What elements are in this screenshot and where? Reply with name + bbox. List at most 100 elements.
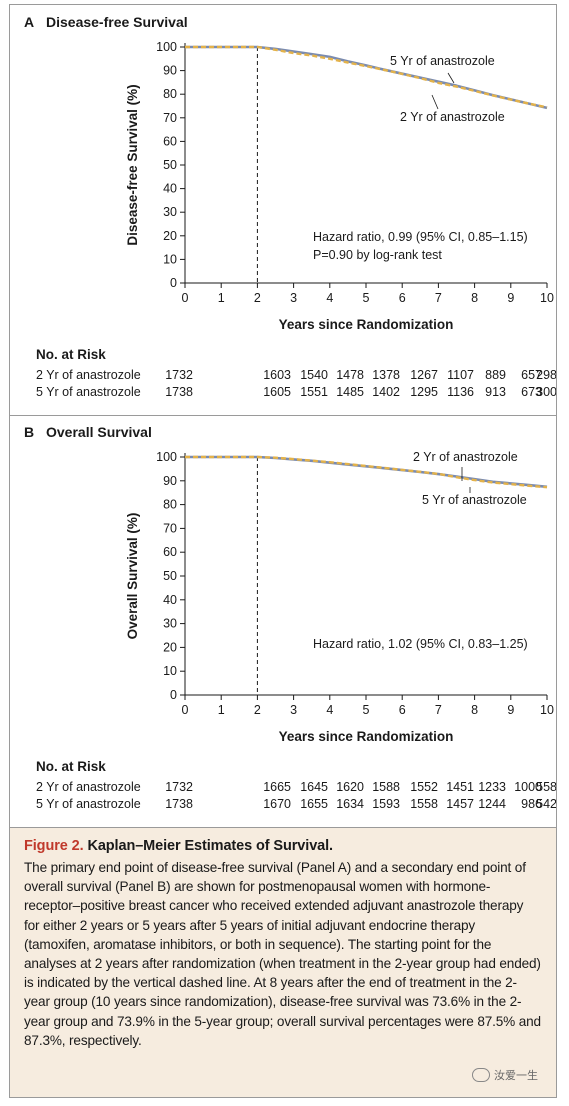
panel-b-chart: B Overall Survival01020304050607080901000…	[24, 424, 557, 811]
risk-row-label: 2 Yr of anastrozole	[36, 368, 141, 382]
risk-cell: 558	[536, 780, 556, 794]
risk-cell: 1000	[514, 780, 542, 794]
y-tick-label: 90	[163, 64, 177, 78]
caption-label: Figure 2.	[24, 838, 84, 854]
risk-row-label: 2 Yr of anastrozole	[36, 780, 141, 794]
x-tick-label: 1	[218, 291, 225, 305]
risk-cell: 1634	[336, 797, 364, 811]
risk-cell: 1295	[410, 385, 438, 399]
series-line-5yr	[185, 45, 548, 109]
x-tick-label: 6	[399, 703, 406, 717]
risk-row-label: 5 Yr of anastrozole	[36, 797, 141, 811]
x-tick-label: 6	[399, 291, 406, 305]
risk-cell: 1244	[478, 797, 506, 811]
x-tick-label: 5	[363, 291, 370, 305]
risk-cell: 1451	[446, 780, 474, 794]
risk-cell: 673	[521, 385, 542, 399]
x-tick-label: 4	[326, 291, 333, 305]
risk-cell: 1732	[165, 368, 193, 382]
x-axis-label: Years since Randomization	[279, 317, 454, 332]
y-tick-label: 80	[163, 87, 177, 101]
y-tick-label: 40	[163, 593, 177, 607]
series-label-5yr: 5 Yr of anastrozole	[390, 54, 495, 68]
x-tick-label: 9	[507, 291, 514, 305]
x-tick-label: 4	[326, 703, 333, 717]
panel-label: A	[24, 14, 34, 30]
risk-cell: 1670	[263, 797, 291, 811]
x-tick-label: 7	[435, 291, 442, 305]
watermark-text: 汝爱一生	[494, 1069, 538, 1082]
y-tick-label: 0	[170, 276, 177, 290]
risk-cell: 1655	[300, 797, 328, 811]
caption-title-text: Kaplan–Meier Estimates of Survival.	[87, 838, 333, 854]
risk-row-label: 5 Yr of anastrozole	[36, 385, 141, 399]
x-tick-label: 2	[254, 291, 261, 305]
y-tick-label: 50	[163, 569, 177, 583]
y-axis-label: Overall Survival (%)	[125, 513, 140, 640]
y-tick-label: 30	[163, 205, 177, 219]
x-tick-label: 0	[182, 703, 189, 717]
y-tick-label: 80	[163, 498, 177, 512]
risk-cell: 1457	[446, 797, 474, 811]
risk-cell: 1645	[300, 780, 328, 794]
watermark: 汝爱一生	[472, 1067, 538, 1083]
y-tick-label: 40	[163, 182, 177, 196]
risk-cell: 1732	[165, 780, 193, 794]
risk-table-heading: No. at Risk	[36, 347, 106, 362]
caption-body: The primary end point of disease-free su…	[24, 860, 541, 1048]
x-tick-label: 8	[471, 291, 478, 305]
y-tick-label: 30	[163, 617, 177, 631]
risk-table-heading: No. at Risk	[36, 759, 106, 774]
y-tick-label: 60	[163, 545, 177, 559]
panel-b: B Overall Survival 0 10 20 30 40 50 60 70 80 90 100 0…	[10, 415, 557, 827]
risk-cell: 1233	[478, 780, 506, 794]
risk-cell: 986	[521, 797, 542, 811]
y-tick-label: 10	[163, 664, 177, 678]
x-tick-label: 5	[363, 703, 370, 717]
x-tick-label: 2	[254, 703, 261, 717]
panel-label: B	[24, 424, 34, 440]
risk-cell: 1558	[410, 797, 438, 811]
y-tick-label: 20	[163, 640, 177, 654]
risk-cell: 1605	[263, 385, 291, 399]
hazard-ratio-text: Hazard ratio, 0.99 (95% CI, 0.85–1.15)	[313, 230, 528, 244]
x-tick-label: 9	[507, 703, 514, 717]
y-tick-label: 70	[163, 521, 177, 535]
series-label-2yr: 2 Yr of anastrozole	[413, 450, 518, 464]
x-tick-label: 1	[218, 703, 225, 717]
risk-cell: 1588	[372, 780, 400, 794]
risk-cell: 1551	[300, 385, 328, 399]
x-tick-label: 10	[540, 703, 554, 717]
y-tick-label: 10	[163, 252, 177, 266]
risk-cell: 657	[521, 368, 542, 382]
risk-cell: 1136	[447, 385, 474, 399]
y-tick-label: 100	[156, 40, 177, 54]
risk-cell: 913	[485, 385, 506, 399]
x-tick-label: 0	[182, 291, 189, 305]
x-tick-label: 10	[540, 291, 554, 305]
x-tick-label: 3	[290, 291, 297, 305]
risk-cell: 1485	[336, 385, 364, 399]
x-tick-label: 8	[471, 703, 478, 717]
hazard-ratio-text: Hazard ratio, 1.02 (95% CI, 0.83–1.25)	[313, 637, 528, 651]
panel-a-chart: A Disease-free Survival010203040506070809…	[24, 14, 557, 399]
risk-cell: 1603	[263, 368, 291, 382]
risk-cell: 1620	[336, 780, 364, 794]
y-tick-label: 90	[163, 474, 177, 488]
y-axis-label: Disease-free Survival (%)	[125, 84, 140, 245]
risk-cell: 1593	[372, 797, 400, 811]
leader-line-2yr	[431, 94, 439, 110]
y-tick-label: 100	[156, 450, 177, 464]
series-label-2yr: 2 Yr of anastrozole	[400, 110, 505, 124]
p-value-text: P=0.90 by log-rank test	[313, 248, 442, 262]
wechat-icon	[472, 1068, 490, 1082]
chart-title: Disease-free Survival	[46, 14, 188, 30]
y-tick-label: 0	[170, 688, 177, 702]
risk-cell: 1552	[410, 780, 438, 794]
figure-caption: Figure 2. Kaplan–Meier Estimates of Surv…	[10, 827, 556, 1097]
risk-cell: 1738	[165, 797, 193, 811]
risk-cell: 889	[485, 368, 506, 382]
y-tick-label: 50	[163, 158, 177, 172]
risk-cell: 1738	[165, 385, 193, 399]
risk-cell: 1478	[336, 368, 364, 382]
